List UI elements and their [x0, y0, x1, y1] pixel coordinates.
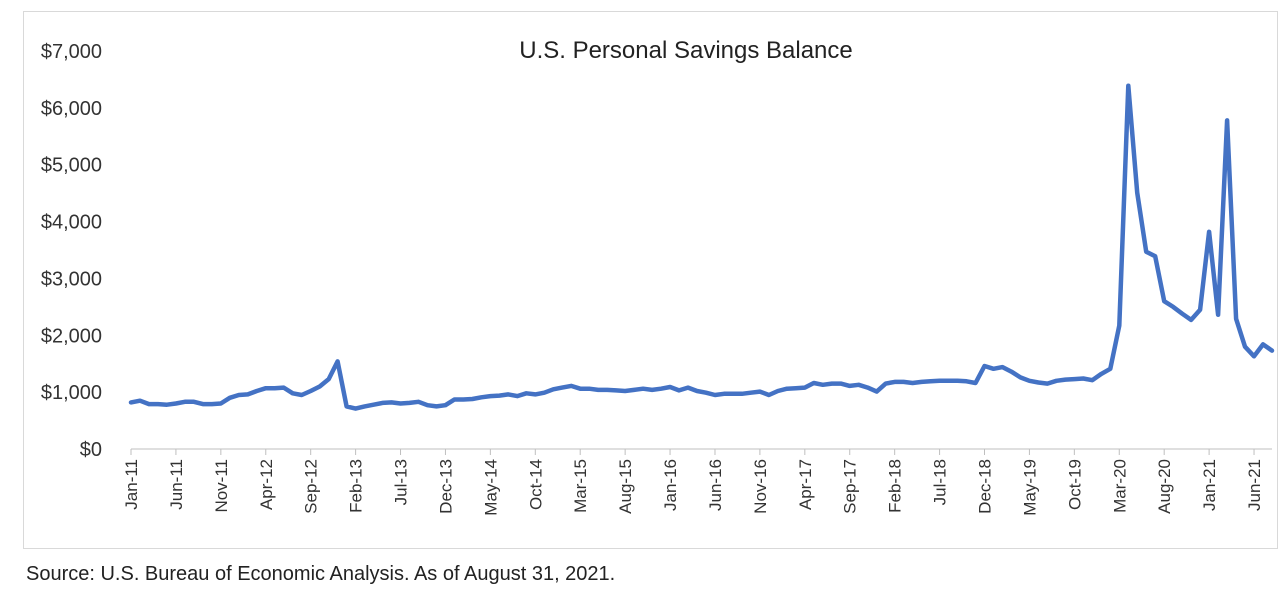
x-tick-label: Apr-12 [257, 459, 276, 510]
x-axis: Jan-11 Jun-11 Nov-11 Apr-12 Sep-12 Feb-13 Jul-… [122, 448, 1272, 516]
x-tick-label: Feb-18 [886, 459, 905, 513]
x-tick-label: Aug-15 [616, 459, 635, 514]
source-note: Source: U.S. Bureau of Economic Analysis… [26, 563, 616, 585]
y-tick-label: $0 [80, 439, 102, 461]
x-tick-label: Mar-15 [571, 459, 590, 513]
y-tick-label: $2,000 [41, 325, 102, 347]
x-tick-label: May-19 [1020, 459, 1039, 516]
chart-frame: U.S. Personal Savings Balance $0 $1,000 $2… [23, 11, 1278, 549]
x-tick-label: Aug-20 [1155, 459, 1174, 514]
x-tick-label: Apr-17 [796, 459, 815, 510]
x-tick-label: Feb-13 [347, 459, 366, 513]
x-tick-label: Jul-18 [931, 459, 950, 505]
line-chart: U.S. Personal Savings Balance $0 $1,000 $2… [41, 37, 1275, 516]
x-tick-label: Jan-21 [1200, 459, 1219, 511]
y-tick-label: $3,000 [41, 268, 102, 290]
x-tick-label: Dec-13 [436, 459, 455, 514]
y-tick-label: $5,000 [41, 155, 102, 177]
x-tick-label: Dec-18 [976, 459, 995, 514]
x-tick-label: Jan-16 [661, 459, 680, 511]
x-tick-label: Sep-12 [302, 459, 321, 514]
x-tick-label: Jul-13 [392, 459, 411, 505]
x-tick-label: Oct-19 [1065, 459, 1084, 510]
y-tick-label: $6,000 [41, 98, 102, 120]
x-tick-label: Mar-20 [1110, 459, 1129, 513]
x-tick-label: Nov-11 [212, 459, 231, 513]
series-line-savings-balance [128, 83, 1275, 411]
x-tick-label: Oct-14 [526, 459, 545, 510]
x-tick-label: Jun-16 [706, 459, 725, 511]
series-layer [128, 83, 1275, 411]
x-tick-label: Nov-16 [751, 459, 770, 514]
y-tick-label: $4,000 [41, 212, 102, 234]
y-tick-label: $1,000 [41, 382, 102, 404]
x-tick-label: Jan-11 [122, 459, 141, 510]
x-tick-label: Jun-21 [1245, 459, 1264, 511]
y-tick-label: $7,000 [41, 41, 102, 63]
chart-title: U.S. Personal Savings Balance [519, 37, 853, 64]
x-tick-label: Sep-17 [841, 459, 860, 514]
x-tick-label: May-14 [481, 459, 500, 516]
x-tick-label: Jun-11 [167, 459, 186, 510]
y-axis-ticks: $0 $1,000 $2,000 $3,000 $4,000 $5,000 $6,000 $7… [41, 41, 102, 461]
